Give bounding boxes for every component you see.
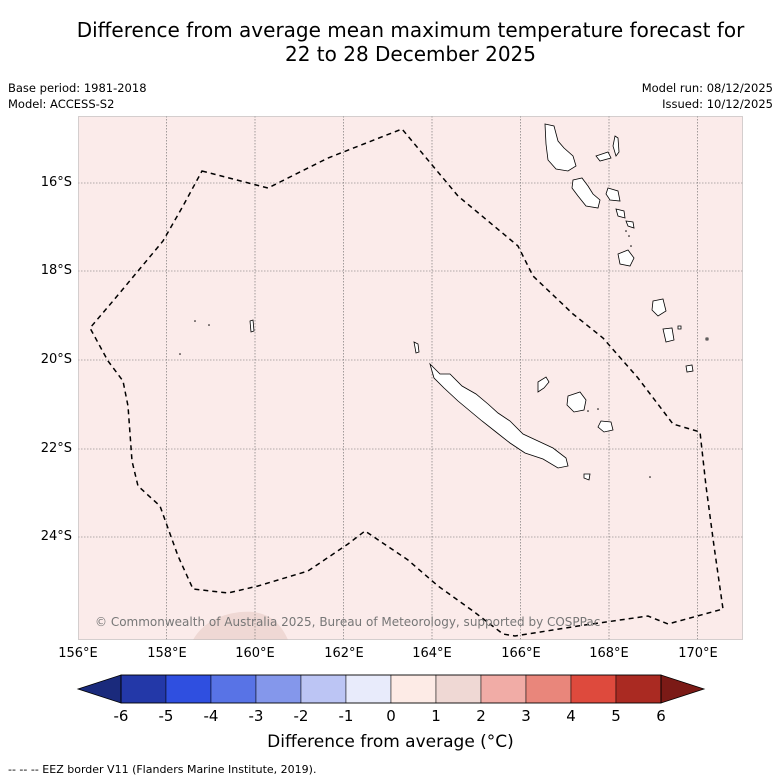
reef-dot [587, 410, 589, 412]
lat-label-16: 16°S [40, 175, 72, 190]
base-period: Base period: 1981-2018 [8, 81, 147, 95]
island-maewo [612, 135, 620, 157]
colorbar-label: 3 [521, 707, 531, 725]
colorbar-cell [480, 674, 527, 704]
reef-dot [630, 245, 632, 247]
colorbar-over-arrow [660, 674, 706, 704]
lon-label-170: 170°E [678, 646, 718, 661]
colorbar-cell [570, 674, 617, 704]
island-espiritu-santo [544, 123, 577, 172]
meta-left: Base period: 1981-2018 Model: ACCESS-S2 [8, 80, 147, 112]
colorbar-cell [345, 674, 392, 704]
lon-label-156: 156°E [58, 646, 98, 661]
colorbar-cell [615, 674, 662, 704]
eez-legend: -- -- -- EEZ border V11 (Flanders Marine… [8, 763, 317, 776]
island-belep [413, 341, 420, 354]
colorbar-label: 1 [431, 707, 441, 725]
colorbar-label: 5 [611, 707, 621, 725]
colorbar-label: 2 [476, 707, 486, 725]
issued-date: Issued: 10/12/2025 [662, 97, 773, 111]
reef-dot [625, 230, 627, 232]
colorbar-label: -5 [158, 707, 174, 725]
map-background [78, 116, 743, 640]
island-efate [617, 249, 635, 267]
island-shepherds [625, 220, 635, 229]
colorbar [76, 674, 706, 704]
title-line-1: Difference from average mean maximum tem… [76, 18, 745, 42]
reef-dots [179, 230, 651, 478]
reef-dot [628, 235, 630, 237]
colorbar-label: -4 [203, 707, 219, 725]
island-aniwa [705, 337, 709, 341]
colorbar-label: -1 [338, 707, 354, 725]
graticule [78, 116, 743, 640]
colorbar-cell [255, 674, 302, 704]
reef-dot [208, 324, 210, 326]
island-aneityum [685, 364, 694, 373]
reef-dot [179, 353, 181, 355]
colorbar-cells [120, 674, 662, 704]
colorbar-cell [210, 674, 257, 704]
colorbar-cell [120, 674, 167, 704]
lat-label-20: 20°S [40, 352, 72, 367]
page-title: Difference from average mean maximum tem… [0, 18, 781, 66]
island-pentecost [605, 187, 621, 202]
map-frame [78, 116, 743, 640]
colorbar-frame [120, 674, 662, 704]
anomaly-patch [193, 611, 288, 640]
island-malakula [571, 177, 601, 209]
reef-dot [597, 408, 599, 410]
model-run: Model run: 08/12/2025 [641, 81, 773, 95]
colorbar-under-arrow [76, 674, 122, 704]
colorbar-cell [435, 674, 482, 704]
colorbar-label: 4 [566, 707, 576, 725]
map-copyright: © Commonwealth of Australia 2025, Bureau… [95, 615, 601, 629]
colorbar-label: 6 [656, 707, 666, 725]
forecast-map [78, 116, 743, 640]
island-mare [597, 420, 614, 433]
island-tanna [662, 327, 675, 343]
lon-label-162: 162°E [324, 646, 364, 661]
lon-label-166: 166°E [501, 646, 541, 661]
title-line-2: 22 to 28 December 2025 [284, 42, 536, 66]
colorbar-label: -6 [113, 707, 129, 725]
colorbar-cell [525, 674, 572, 704]
lon-label-164: 164°E [412, 646, 452, 661]
island-erromango [651, 298, 667, 317]
lon-label-158: 158°E [147, 646, 187, 661]
island-lifou [566, 391, 587, 413]
island-chesterfield [249, 319, 255, 333]
lon-label-168: 168°E [589, 646, 629, 661]
meta-right: Model run: 08/12/2025 Issued: 10/12/2025 [642, 80, 773, 112]
colorbar-label: -2 [293, 707, 309, 725]
reef-dot [649, 476, 651, 478]
island-futuna [677, 325, 682, 330]
model-name: Model: ACCESS-S2 [8, 97, 115, 111]
colorbar-cell [300, 674, 347, 704]
island-epi [615, 208, 626, 219]
colorbar-label: 0 [386, 707, 396, 725]
island-ambae [595, 151, 612, 162]
lon-label-160: 160°E [235, 646, 275, 661]
island-walpole [583, 473, 591, 481]
colorbar-cell [165, 674, 212, 704]
lat-label-24: 24°S [40, 529, 72, 544]
lat-label-22: 22°S [40, 441, 72, 456]
colorbar-label: -3 [248, 707, 264, 725]
reef-dot [194, 320, 196, 322]
island-new-caledonia [429, 362, 569, 469]
colorbar-cell [390, 674, 437, 704]
island-ouvea [537, 376, 550, 393]
lat-label-18: 18°S [40, 263, 72, 278]
colorbar-title: Difference from average (°C) [267, 732, 514, 752]
coastlines [249, 123, 709, 481]
eez-border [89, 128, 724, 637]
